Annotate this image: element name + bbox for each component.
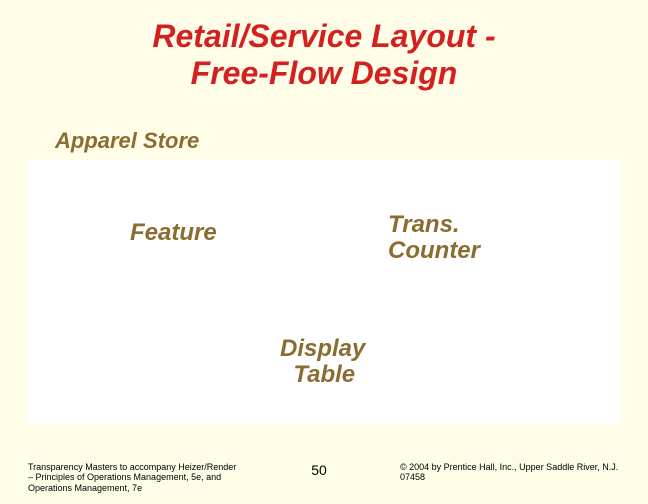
footer: Transparency Masters to accompany Heizer… [28, 462, 620, 494]
trans-line1: Trans. [388, 211, 460, 238]
label-feature: Feature [130, 220, 217, 246]
title-line1: Retail/Service Layout - [152, 18, 495, 54]
footer-right: © 2004 by Prentice Hall, Inc., Upper Sad… [400, 462, 620, 484]
subtitle: Apparel Store [55, 128, 199, 154]
label-trans-counter: Trans. Counter [388, 212, 480, 265]
page-number: 50 [311, 462, 327, 478]
title-line2: Free-Flow Design [191, 55, 458, 91]
slide-title: Retail/Service Layout - Free-Flow Design [0, 0, 648, 92]
footer-left: Transparency Masters to accompany Heizer… [28, 462, 238, 494]
trans-line2: Counter [388, 237, 480, 264]
display-line1: Display [280, 335, 365, 362]
display-line2: Table [293, 361, 355, 388]
label-display-table: Display Table [280, 336, 365, 389]
